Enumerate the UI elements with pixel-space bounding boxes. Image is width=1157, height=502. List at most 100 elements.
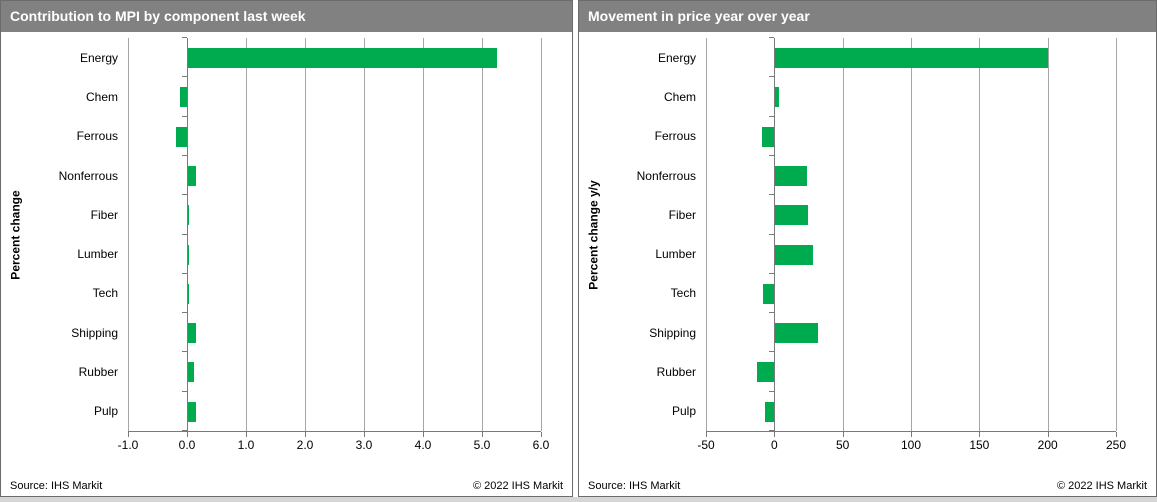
chart-title-bar: Movement in price year over year	[579, 1, 1156, 32]
bar-fiber	[187, 205, 190, 226]
bar-chem	[179, 87, 187, 108]
x-tick-label: -50	[697, 438, 715, 452]
x-tick-label: 3.0	[355, 438, 373, 452]
category-label-tech: Tech	[670, 286, 696, 301]
category-axis-line	[774, 38, 776, 431]
category-axis-tick	[769, 390, 775, 392]
bar-fiber	[774, 205, 809, 226]
bar-lumber	[187, 244, 190, 265]
plot-area	[706, 37, 1117, 437]
axis-tick-mark	[187, 432, 188, 437]
category-label-chem: Chem	[663, 89, 696, 104]
axis-tick-mark	[706, 432, 707, 437]
gridline	[128, 38, 129, 431]
bar-shipping	[774, 323, 819, 344]
category-axis-tick	[181, 430, 187, 431]
category-labels: Energy Chem Ferrous Nonferrous Fiber Lumber Te…	[1, 38, 118, 431]
x-tick-label: 1.0	[237, 438, 255, 452]
category-axis-tick	[769, 430, 775, 431]
x-tick-label: 2.0	[296, 438, 314, 452]
x-tick-label: -1.0	[117, 438, 139, 452]
category-axis-tick	[181, 233, 187, 235]
x-tick-label: 4.0	[414, 438, 432, 452]
x-axis-tick-labels: -1.0 0.0 1.0 2.0 3.0 4.0 5.0 6.0	[118, 438, 550, 454]
axis-tick-mark	[842, 432, 844, 437]
gridline	[706, 38, 707, 431]
category-axis-tick	[181, 390, 187, 392]
chart-footer: Source: IHS Markit © 2022 IHS Markit	[588, 480, 1147, 492]
category-axis-line	[187, 38, 188, 431]
chart-footer: Source: IHS Markit © 2022 IHS Markit	[10, 480, 563, 492]
bar-nonferrous	[187, 165, 196, 186]
bar-energy	[774, 48, 1048, 68]
plot-area	[128, 37, 542, 437]
bar-chem	[774, 87, 780, 108]
gridline	[423, 38, 424, 431]
axis-tick-mark	[482, 432, 483, 437]
x-tick-label: 5.0	[473, 438, 491, 452]
category-labels: Energy Chem Ferrous Nonferrous Fiber Lumber Te…	[579, 38, 696, 431]
category-axis-tick	[181, 351, 187, 353]
category-label-shipping: Shipping	[649, 325, 696, 340]
category-label-energy: Energy	[79, 50, 118, 65]
chart-title-bar: Contribution to MPI by component last we…	[1, 1, 572, 32]
copyright-text: © 2022 IHS Markit	[472, 480, 563, 492]
bottom-strip	[0, 497, 1157, 502]
copyright-text: © 2022 IHS Markit	[1056, 480, 1147, 492]
x-tick-label: 150	[969, 438, 990, 452]
bar-rubber	[756, 362, 775, 383]
axis-tick-mark	[774, 432, 776, 437]
gridline	[979, 38, 981, 431]
x-axis-tick-labels: -50 0 50 100 150 200 250	[697, 438, 1126, 454]
category-label-ferrous: Ferrous	[654, 129, 696, 144]
x-tick-label: 0	[770, 438, 778, 452]
category-label-rubber: Rubber	[656, 365, 696, 380]
category-label-energy: Energy	[657, 50, 696, 65]
x-tick-label: 50	[835, 438, 850, 452]
axis-tick-mark	[246, 432, 247, 437]
category-axis-tick	[769, 272, 775, 274]
axis-tick-mark	[1116, 432, 1117, 437]
gridline	[482, 38, 483, 431]
category-axis-tick	[181, 272, 187, 274]
bar-rubber	[187, 362, 195, 383]
bar-pulp	[187, 401, 196, 422]
category-axis-tick	[181, 76, 187, 78]
category-axis-tick	[769, 351, 775, 353]
axis-tick-mark	[1047, 432, 1049, 437]
gridline	[305, 38, 306, 431]
category-label-lumber: Lumber	[655, 247, 696, 262]
category-label-pulp: Pulp	[671, 404, 696, 419]
chart-title: Contribution to MPI by component last we…	[10, 8, 306, 24]
category-label-shipping: Shipping	[71, 325, 118, 340]
category-axis-tick	[769, 37, 775, 38]
axis-tick-mark	[305, 432, 306, 437]
gridline	[911, 38, 912, 431]
category-label-chem: Chem	[85, 89, 118, 104]
category-label-tech: Tech	[92, 286, 118, 301]
gridline	[1047, 38, 1049, 431]
x-tick-label: 250	[1105, 438, 1127, 452]
category-label-fiber: Fiber	[668, 207, 696, 222]
category-label-nonferrous: Nonferrous	[636, 168, 696, 183]
bar-energy	[187, 48, 497, 68]
category-label-nonferrous: Nonferrous	[58, 168, 118, 183]
gridline	[246, 38, 247, 431]
axis-tick-mark	[364, 432, 365, 437]
category-axis-tick	[181, 115, 187, 117]
bar-tech	[763, 283, 775, 304]
bar-lumber	[774, 244, 813, 265]
category-axis-tick	[769, 233, 775, 235]
bar-ferrous	[176, 126, 187, 147]
x-tick-label: 0.0	[178, 438, 196, 452]
axis-tick-mark	[979, 432, 981, 437]
gridline	[1116, 38, 1117, 431]
category-label-lumber: Lumber	[77, 247, 118, 262]
x-tick-label: 6.0	[532, 438, 550, 452]
category-axis-tick	[769, 194, 775, 196]
axis-tick-mark	[911, 432, 912, 437]
category-label-pulp: Pulp	[93, 404, 118, 419]
bar-pulp	[764, 401, 775, 422]
category-axis-tick	[181, 37, 187, 38]
bar-nonferrous	[774, 165, 808, 186]
